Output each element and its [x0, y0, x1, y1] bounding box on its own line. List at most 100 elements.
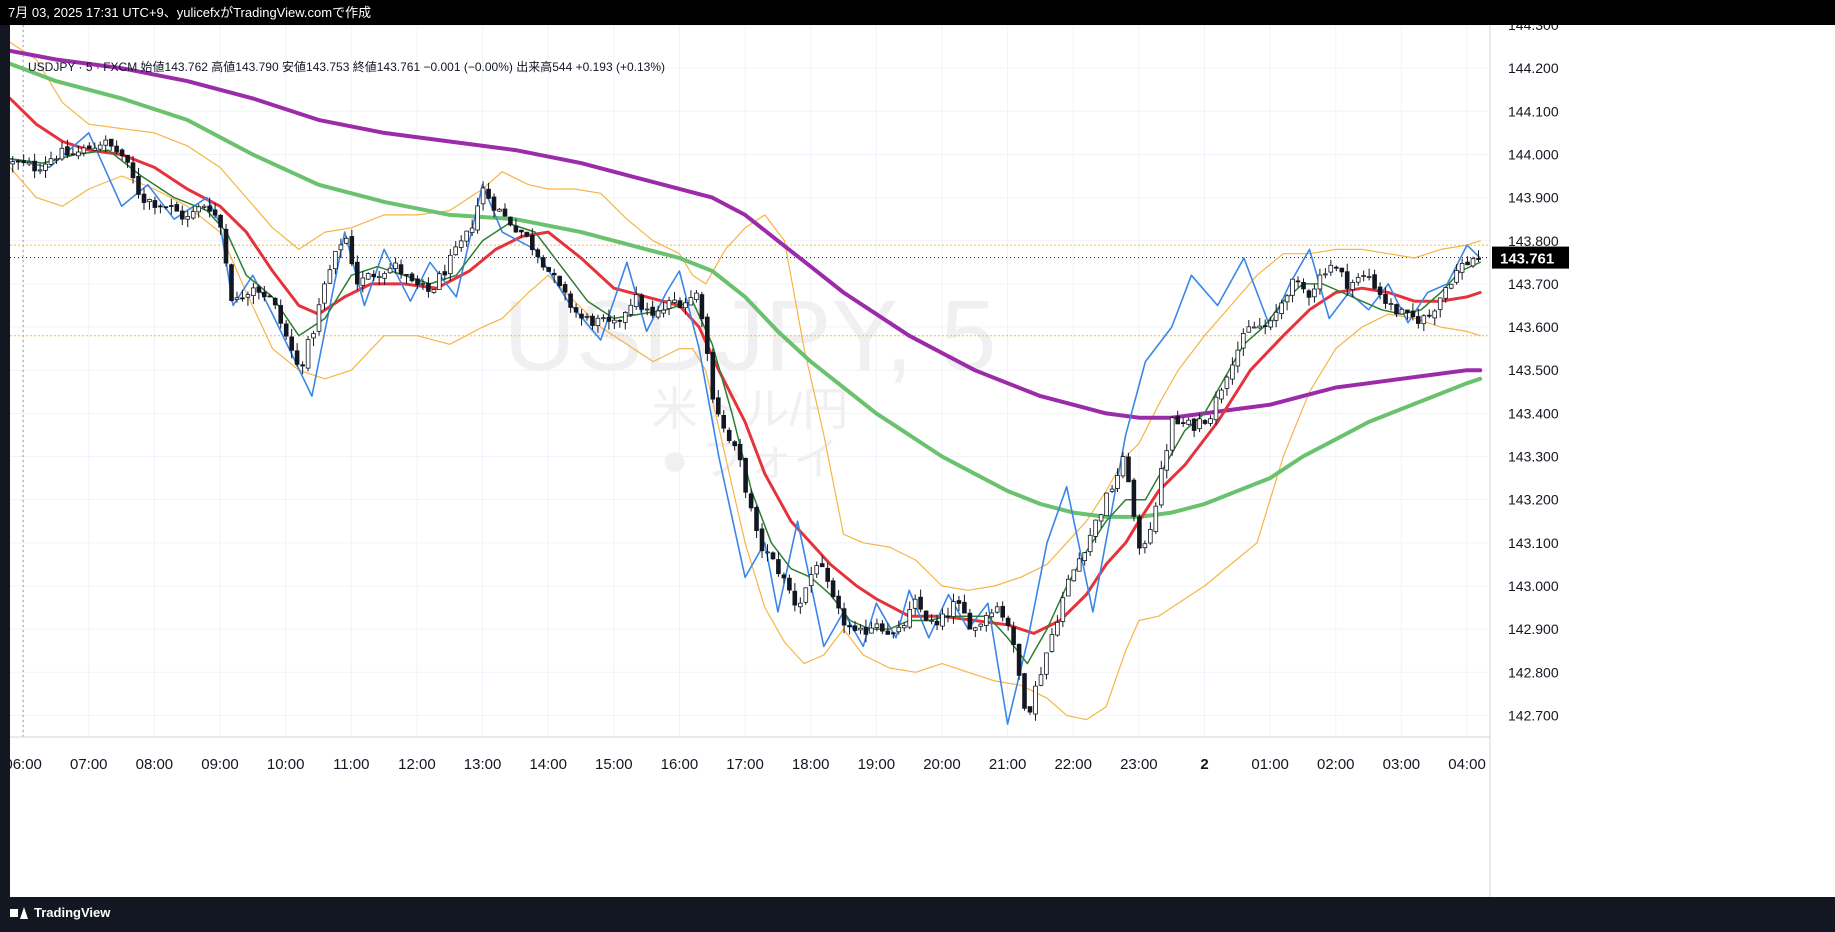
candle-body: [426, 282, 431, 292]
price-tick-label: 144.200: [1508, 60, 1559, 76]
time-tick-label: 01:00: [1251, 756, 1289, 773]
candle-body: [1219, 389, 1224, 400]
time-tick-label: 2: [1200, 756, 1208, 773]
candle-body: [787, 577, 792, 591]
candle-body: [256, 286, 262, 293]
candle-body: [365, 273, 371, 280]
line-sma_green: [10, 61, 1483, 519]
candle-body: [694, 292, 699, 301]
candle-body: [305, 339, 311, 369]
candle-body: [1421, 315, 1427, 325]
candle-body: [951, 601, 956, 617]
candle-body: [1191, 418, 1197, 431]
tradingview-brand: TradingView: [34, 905, 111, 920]
candle-body: [1164, 450, 1170, 471]
tradingview-logo[interactable]: TradingView: [10, 905, 110, 920]
candle-body: [1262, 325, 1268, 328]
last-price-marker: 143.761: [1492, 246, 1569, 269]
price-tick-label: 143.200: [1508, 492, 1559, 508]
candle-body: [1388, 303, 1394, 306]
price-chart[interactable]: USDJPY, 5 米ドル/円 ● フォイ 142.700142.800142.…: [10, 25, 1835, 897]
candle-body: [1328, 264, 1334, 273]
candle-body: [896, 626, 902, 633]
candle-body: [283, 323, 289, 337]
candle-body: [415, 278, 420, 286]
candle-body: [158, 205, 163, 208]
candle-body: [1454, 270, 1459, 283]
candle-body: [628, 304, 634, 315]
candle-body: [371, 273, 376, 278]
candle-body: [212, 209, 218, 216]
candle-body: [1175, 416, 1181, 425]
candle-body: [568, 293, 573, 308]
candle-body: [732, 441, 737, 447]
candle-body: [382, 273, 387, 279]
candle-body: [880, 623, 885, 632]
candle-body: [1022, 673, 1027, 709]
candle-body: [1005, 617, 1011, 626]
symbol-legend[interactable]: USDJPY · 5 · FXCM 始値143.762 高値143.790 安値…: [28, 58, 665, 75]
candle-body: [130, 162, 136, 179]
candle-body: [1104, 492, 1109, 517]
legend-low: 安値143.753: [282, 60, 350, 74]
candle-body: [907, 609, 912, 628]
candle-body: [119, 149, 125, 157]
time-tick-label: 13:00: [464, 756, 502, 773]
candle-body: [349, 236, 355, 265]
candle-body: [1350, 281, 1356, 290]
candle-body: [765, 551, 770, 554]
candle-body: [639, 294, 644, 310]
candle-body: [114, 145, 119, 153]
candle-body: [1159, 468, 1164, 506]
time-tick-label: 22:00: [1054, 756, 1092, 773]
candle-body: [1290, 278, 1295, 296]
time-tick-label: 21:00: [989, 756, 1027, 773]
candle-body: [770, 552, 776, 560]
candle-body: [1295, 280, 1301, 283]
candle-body: [229, 264, 234, 301]
legend-symbol[interactable]: USDJPY: [28, 60, 76, 74]
candle-body: [716, 397, 721, 415]
time-tick-label: 10:00: [267, 756, 305, 773]
legend-close: 終値143.761: [352, 60, 421, 74]
candle-body: [251, 287, 256, 296]
watermark-broker: ● フォイ: [661, 433, 840, 485]
candle-body: [436, 273, 442, 290]
candle-body: [1459, 262, 1465, 273]
legend-volume: 出来高544: [516, 60, 573, 74]
legend-interval[interactable]: 5: [85, 60, 93, 74]
candle-body: [743, 457, 748, 493]
candle-body: [278, 305, 283, 324]
time-tick-label: 16:00: [661, 756, 699, 773]
candle-body: [179, 210, 185, 220]
candle-body: [776, 559, 781, 575]
candle-body: [10, 161, 15, 165]
last-price-badge: [1492, 246, 1569, 269]
candle-body: [218, 214, 223, 228]
candle-body: [1252, 326, 1257, 329]
last-price-label: 143.761: [1500, 251, 1554, 268]
candle-body: [1344, 271, 1350, 289]
line-bollinger_upper: [10, 41, 1481, 591]
candle-body: [420, 282, 426, 285]
candle-body: [1230, 364, 1235, 380]
candle-body: [103, 139, 109, 146]
candle-body: [1016, 643, 1022, 676]
candle-body: [858, 627, 863, 631]
candle-body: [759, 528, 765, 552]
candle-body: [261, 291, 267, 298]
candle-body: [1306, 290, 1312, 298]
candle-body: [333, 250, 338, 270]
price-tick-label: 143.900: [1508, 190, 1559, 206]
legend-open: 始値143.762: [140, 60, 208, 74]
candle-body: [540, 257, 546, 268]
candle-body: [1197, 418, 1202, 430]
candle-body: [912, 598, 918, 609]
candle-body: [1202, 420, 1208, 424]
candle-body: [841, 608, 847, 626]
chart-area[interactable]: USDJPY, 5 米ドル/円 ● フォイ 142.700 142.800 142.…: [10, 25, 1835, 897]
candle-body: [1470, 258, 1476, 267]
price-tick-label: 142.900: [1508, 621, 1559, 637]
legend-high: 高値143.790: [211, 60, 279, 74]
time-tick-label: 15:00: [595, 756, 633, 773]
